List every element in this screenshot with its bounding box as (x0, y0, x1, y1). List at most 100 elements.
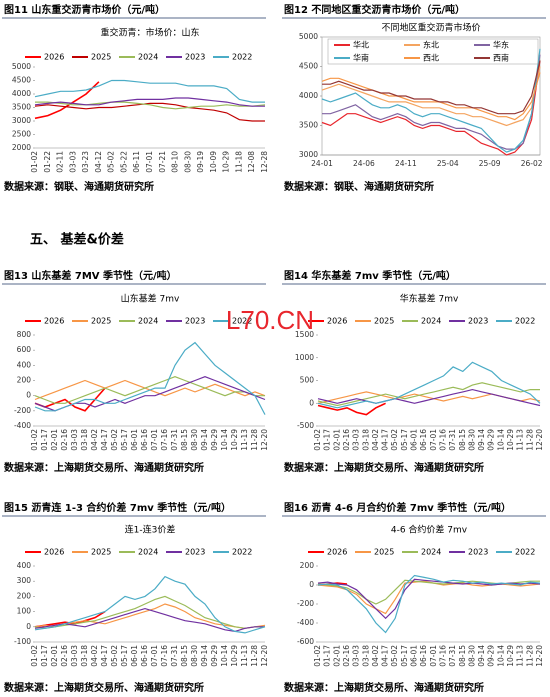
series-line (317, 382, 540, 407)
x-tick-label: 05-22 (119, 151, 128, 173)
series-line (322, 60, 541, 115)
figure-source: 数据来源：上海期货交易所、海通期货研究所 (4, 681, 204, 694)
x-tick-label: 12-20 (260, 645, 269, 667)
legend-label: 华北 (353, 40, 369, 50)
x-tick-label: 09-29 (210, 645, 219, 667)
y-tick-label: 0 (26, 622, 31, 631)
legend-label: 2025 (374, 548, 394, 557)
legend-label: 2024 (421, 317, 441, 326)
x-tick-label: 03-23 (81, 151, 90, 173)
series-line (321, 66, 541, 127)
y-tick-label: 600 (17, 345, 32, 354)
series-line (321, 48, 541, 153)
series-line (34, 376, 265, 404)
legend-label: 2024 (138, 53, 158, 62)
x-tick-label: 06-16 (419, 429, 428, 451)
x-tick-label: 02-01 (50, 429, 59, 451)
y-tick-label: 0 (309, 398, 314, 407)
x-tick-label: 01-02 (30, 429, 39, 451)
y-tick-label: 2500 (12, 130, 31, 139)
figure-source: 数据来源：钢联、海通期货研究所 (4, 180, 154, 193)
legend-label: 2022 (232, 53, 252, 62)
x-tick-label: 05-17 (120, 429, 129, 451)
series-line (34, 387, 106, 412)
legend-label: 2026 (327, 548, 347, 557)
legend-label: 2025 (91, 548, 111, 557)
x-tick-label: 06-01 (410, 645, 419, 667)
x-tick-label: 10-09 (209, 151, 218, 173)
x-tick-label: 04-17 (381, 429, 390, 451)
figure-source: 数据来源：上海期货交易所、海通期货研究所 (284, 461, 484, 474)
x-tick-label: 07-16 (160, 645, 169, 667)
x-tick-label: 03-03 (352, 645, 361, 667)
y-tick-label: 500 (300, 376, 315, 385)
x-tick-label: 07-31 (170, 429, 179, 451)
x-tick-label: 07-16 (438, 429, 447, 451)
series-line (34, 607, 265, 633)
x-tick-label: 01-17 (40, 429, 49, 451)
x-tick-label: 11-13 (240, 429, 249, 451)
y-tick-label: 2000 (12, 143, 31, 152)
x-tick-label: 03-03 (352, 429, 361, 451)
x-tick-label: 03-18 (361, 645, 370, 667)
y-tick-label: 4000 (12, 89, 31, 98)
x-tick-label: 01-17 (323, 645, 332, 667)
series-line (34, 79, 265, 103)
x-tick-label: 03-03 (70, 429, 79, 451)
x-tick-label: 08-30 (467, 645, 476, 667)
x-tick-label: 11-28 (525, 645, 534, 667)
x-tick-label: 03-18 (80, 429, 89, 451)
x-tick-label: 10-14 (496, 429, 505, 451)
legend-label: 2026 (44, 317, 64, 326)
x-tick-label: 07-31 (448, 645, 457, 667)
legend-label: 2022 (232, 548, 252, 557)
x-tick-label: 01-02 (30, 151, 39, 173)
figure-source: 数据来源：钢联、海通期货研究所 (284, 180, 434, 193)
x-tick-label: 25-04 (437, 159, 459, 168)
legend-label: 西北 (423, 54, 439, 63)
y-tick-label: 400 (17, 561, 32, 570)
x-tick-label: 09-14 (477, 429, 486, 451)
y-tick-label: -100 (14, 637, 31, 646)
x-tick-label: 10-29 (222, 151, 231, 173)
x-tick-label: 25-09 (479, 159, 501, 168)
x-tick-label: 05-02 (390, 645, 399, 667)
x-tick-label: 01-17 (323, 429, 332, 451)
y-tick-label: -600 (297, 637, 314, 646)
x-tick-label: 03-03 (68, 151, 77, 173)
x-tick-label: 07-16 (438, 645, 447, 667)
x-tick-label: 02-01 (50, 645, 59, 667)
y-tick-label: 0 (26, 391, 31, 400)
x-tick-label: 09-29 (210, 429, 219, 451)
legend-label: 2022 (515, 317, 535, 326)
x-tick-label: 10-14 (220, 645, 229, 667)
y-tick-label: -200 (14, 406, 31, 415)
y-tick-label: 100 (17, 607, 32, 616)
x-tick-label: 09-14 (477, 645, 486, 667)
x-tick-label: 11-13 (516, 429, 525, 451)
x-tick-label: 06-16 (140, 645, 149, 667)
x-tick-label: 07-01 (150, 429, 159, 451)
x-tick-label: 08-30 (190, 645, 199, 667)
x-tick-label: 04-17 (100, 645, 109, 667)
x-tick-label: 07-31 (170, 645, 179, 667)
x-tick-label: 04-12 (94, 151, 103, 173)
series-line (34, 341, 266, 415)
x-tick-label: 07-01 (429, 645, 438, 667)
x-tick-label: 07-31 (448, 429, 457, 451)
x-tick-label: 02-16 (60, 429, 69, 451)
y-tick-label: 200 (17, 376, 32, 385)
legend-box (327, 38, 539, 65)
x-tick-label: 05-02 (107, 151, 116, 173)
x-tick-label: 10-29 (506, 645, 515, 667)
series-line (34, 102, 265, 122)
x-tick-label: 08-30 (190, 429, 199, 451)
figure-caption: 图13 山东基差 7MV 季节性（元/吨） (4, 269, 177, 282)
section-heading: 五、 基差&价差 (30, 232, 124, 248)
x-tick-label: 09-19 (196, 151, 205, 173)
legend-label: 2024 (138, 548, 158, 557)
y-tick-label: 3500 (12, 103, 31, 112)
x-tick-label: 10-14 (496, 645, 505, 667)
x-tick-label: 08-15 (180, 429, 189, 451)
